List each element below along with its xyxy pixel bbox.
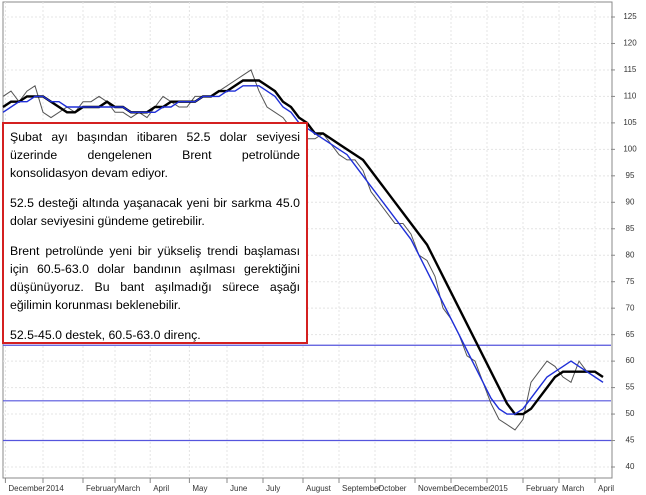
x-tick-label: 2014 [46,484,64,493]
y-tick-label: 125 [623,12,637,21]
y-tick-label: 65 [626,330,635,339]
annotation-text: 52.5 desteği altında yaşanacak yeni bir … [10,196,300,228]
y-tick-label: 75 [626,277,635,286]
y-tick-label: 115 [624,65,637,74]
annotation-box: Şubat ayı başından itibaren 52.5 dolar s… [2,122,308,344]
x-tick-label: 2015 [490,484,508,493]
x-tick-label: December [8,484,45,493]
y-tick-label: 100 [623,144,637,153]
series-line [2,79,604,416]
y-tick-label: 60 [626,356,635,365]
x-tick-label: July [266,484,280,493]
y-tick-label: 95 [626,171,635,180]
x-tick-label: February [526,484,558,493]
x-tick-label: March [562,484,584,493]
y-tick-label: 55 [626,383,635,392]
y-tick-label: 105 [623,118,637,127]
annotation-text: Şubat ayı başından itibaren 52.5 dolar s… [10,130,300,180]
x-tick-label: April [598,484,614,493]
x-tick-label: September [342,484,381,493]
x-tick-label: November [418,484,455,493]
x-tick-label: March [118,484,140,493]
x-tick-label: August [306,484,332,493]
y-tick-label: 80 [626,250,635,259]
x-tick-label: February [86,484,118,493]
x-tick-label: April [153,484,169,493]
x-tick-label: December [454,484,491,493]
y-tick-label: 120 [623,39,637,48]
y-tick-label: 110 [624,92,637,101]
y-tick-label: 45 [626,436,635,445]
annotation-text: 52.5-45.0 destek, 60.5-63.0 direnç. [10,328,201,342]
y-tick-label: 40 [626,462,635,471]
y-tick-label: 70 [626,303,635,312]
y-tick-label: 90 [626,197,635,206]
y-tick-label: 85 [626,224,635,233]
x-tick-label: May [192,484,207,493]
y-tick-label: 50 [626,409,635,418]
x-tick-label: June [230,484,248,493]
x-tick-label: October [378,484,407,493]
annotation-text: Brent petrolünde yeni bir yükseliş trend… [10,244,300,312]
